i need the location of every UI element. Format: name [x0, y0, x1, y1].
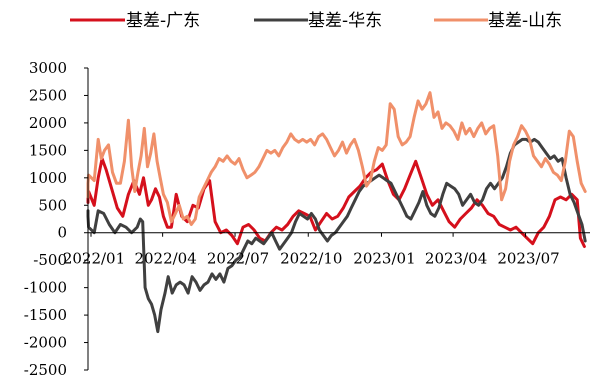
y-tick-label: -2000: [24, 334, 67, 352]
y-tick-label: 3000: [29, 59, 67, 77]
y-tick-label: 1000: [29, 169, 67, 187]
y-tick-label: -2500: [24, 361, 67, 379]
y-tick-label: -1500: [24, 306, 67, 324]
legend-label-huadong: 基差-华东: [308, 11, 382, 31]
x-tick-label: 2023/01: [353, 250, 415, 268]
x-tick-label: 2022/10: [280, 250, 342, 268]
legend-label-shandong: 基差-山东: [488, 11, 562, 31]
y-tick-label: -1000: [24, 279, 67, 297]
legend: 基差-广东 基差-华东 基差-山东: [70, 11, 562, 31]
x-tick-label: 2022/04: [134, 250, 196, 268]
y-tick-label: -500: [33, 251, 67, 269]
series-line-shandong: [86, 91, 587, 226]
series-lines: [86, 91, 587, 334]
axes: -2500 -2000 -1500 -1000 -500 0 500 1000 1500 2000…: [24, 59, 590, 379]
y-tick-label: 500: [38, 196, 67, 214]
x-tick-label: 2022/07: [207, 250, 269, 268]
x-tick-label: 2022/01: [63, 250, 125, 268]
legend-label-guangdong: 基差-广东: [126, 11, 200, 31]
y-tick-label: 0: [57, 224, 67, 242]
y-tick-label: 2000: [29, 114, 67, 132]
y-tick-label: 2500: [29, 86, 67, 104]
series-line-guangdong: [86, 157, 586, 248]
x-tick-label: 2023/07: [497, 250, 559, 268]
x-tick-label: 2023/04: [425, 250, 487, 268]
y-tick-label: 1500: [29, 141, 67, 159]
